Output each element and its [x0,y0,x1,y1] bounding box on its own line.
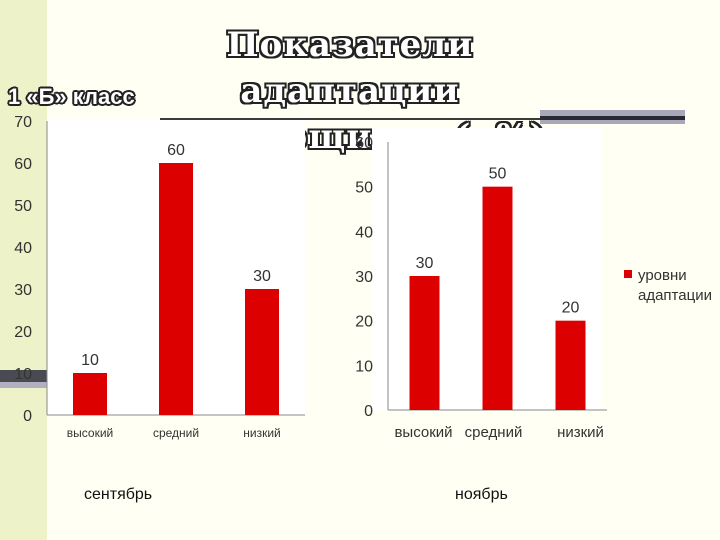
chart1-data-label: 60 [167,142,185,159]
caption-september: сентябрь [84,486,153,503]
chart2-data-label: 20 [562,300,580,317]
chart2-bar [409,276,440,410]
chart2-data-label: 30 [416,255,434,272]
sidebar-dark-band [0,370,47,382]
chart1-bar [73,373,107,415]
chart1-category-label: высокий [67,426,113,440]
chart1-y-tick-label: 10 [14,366,32,383]
chart2-y-tick-label: 60 [355,135,373,152]
chart1-y-tick-label: 20 [14,324,32,341]
chart-november: 0 10 20 30 40 50 60 30 высокий 50 средний 20 низкий [355,135,607,441]
chart1-category-label: низкий [243,426,281,440]
legend-label-line2: адаптации [638,287,712,304]
chart2-y-tick-label: 30 [355,269,373,286]
sidebar-light-strip [0,382,47,388]
legend-label-line1: уровни [638,267,687,284]
header-rule [160,118,685,120]
chart1-y-tick-label: 70 [14,114,32,131]
chart2-bar [482,186,513,410]
chart2-y-tick-label: 50 [355,180,373,197]
chart2-category-label: низкий [557,424,604,441]
chart2-bar [555,320,586,410]
chart2-category-label: высокий [394,424,452,441]
chart-september: 0 10 20 30 40 50 60 70 10 высокий 60 средний 30 низки… [14,114,305,440]
chart1-y-tick-label: 50 [14,198,32,215]
slide-title-line1: Показатели адаптации [226,25,474,111]
chart2-category-label: средний [465,424,523,441]
chart1-data-label: 30 [253,268,271,285]
chart2-y-tick-label: 0 [364,403,373,420]
chart-legend: уровни адаптации [624,267,712,304]
chart1-data-label: 10 [81,352,99,369]
legend-swatch [624,270,632,278]
chart2-y-tick-label: 10 [355,358,373,375]
chart2-y-tick-label: 20 [355,314,373,331]
chart1-bar [159,163,193,415]
chart1-y-tick-label: 60 [14,156,32,173]
chart1-y-tick-label: 0 [23,408,32,425]
chart2-data-label: 50 [489,166,507,183]
chart1-y-tick-label: 30 [14,282,32,299]
header-rule-block-dark [540,116,685,120]
sidebar-band [0,0,47,540]
class-subtitle: 1 «Б» класс [8,84,135,109]
chart1-category-label: средний [153,426,199,440]
chart1-y-tick-label: 40 [14,240,32,257]
caption-november: ноябрь [455,486,508,503]
chart2-y-tick-label: 40 [355,224,373,241]
chart1-bar [245,289,279,415]
